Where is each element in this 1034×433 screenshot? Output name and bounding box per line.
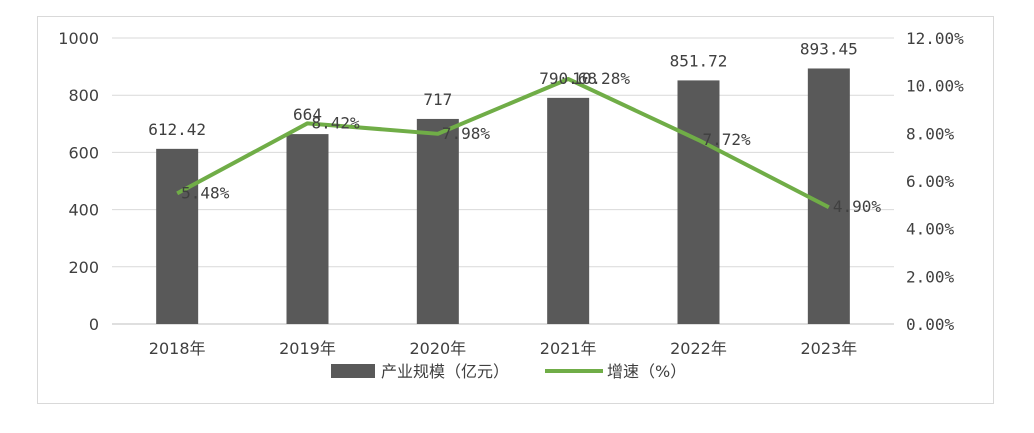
right-axis-tick-label: 10.00% [906,77,964,96]
left-axis-tick-label: 0 [89,315,99,334]
bar [156,148,199,324]
bar-series [156,68,850,325]
gridlines [112,37,894,325]
x-axis-tick-label: 2021年 [540,339,597,358]
bar-data-label: 717 [423,90,452,109]
left-axis-tick-label: 800 [68,86,99,105]
left-axis-ticks: 0 200 400 600 800 1000 [58,29,99,334]
line-data-label: 7.98% [442,124,491,143]
line-data-label: 7.72% [703,130,752,149]
growth-line [176,76,830,209]
legend-bar-label: 产业规模（亿元） [381,362,509,381]
bar [547,97,590,325]
right-axis-tick-label: 0.00% [906,315,955,334]
bar-data-label: 664 [293,105,322,124]
bar-data-label: 790.68 [539,69,597,88]
line-data-label: 8.42% [312,113,361,132]
left-axis-tick-label: 200 [68,258,99,277]
bar-data-label: 851.72 [670,51,728,70]
right-axis-tick-label: 8.00% [906,124,955,143]
left-axis-tick-label: 600 [68,143,99,162]
line-data-label: 4.90% [833,197,882,216]
line-data-labels: 5.48% 8.42% 7.98% 10.28% 7.72% 4.90% [181,69,881,216]
bar-data-label: 893.45 [800,39,858,58]
x-axis-tick-label: 2018年 [149,339,206,358]
legend: 产业规模（亿元） 增速（%） [331,362,686,381]
line-data-label: 5.48% [181,183,230,202]
legend-bar-swatch [331,364,375,378]
bar [677,80,720,324]
bar-data-label: 612.42 [148,120,206,139]
x-axis-tick-label: 2019年 [279,339,336,358]
left-axis-tick-label: 1000 [58,29,99,48]
x-axis-tick-label: 2022年 [670,339,727,358]
right-axis-tick-label: 6.00% [906,172,955,191]
line-data-label: 10.28% [572,69,630,88]
legend-line-label: 增速（%） [607,362,686,381]
right-axis-tick-label: 4.00% [906,220,955,239]
right-axis-tick-label: 2.00% [906,267,955,286]
right-axis-ticks: 0.00% 2.00% 4.00% 6.00% 8.00% 10.00% 12.00% [906,29,964,334]
x-axis-tick-label: 2023年 [800,339,857,358]
bar [807,68,850,324]
bar [286,134,329,324]
x-axis-tick-label: 2020年 [409,339,466,358]
x-axis-ticks: 2018年 2019年 2020年 2021年 2022年 2023年 [149,339,857,358]
left-axis-tick-label: 400 [68,201,99,220]
right-axis-tick-label: 12.00% [906,29,964,48]
line-series [176,76,830,209]
bar [416,118,459,324]
bar-data-labels: 612.42 664 717 790.68 851.72 893.45 [148,39,857,138]
